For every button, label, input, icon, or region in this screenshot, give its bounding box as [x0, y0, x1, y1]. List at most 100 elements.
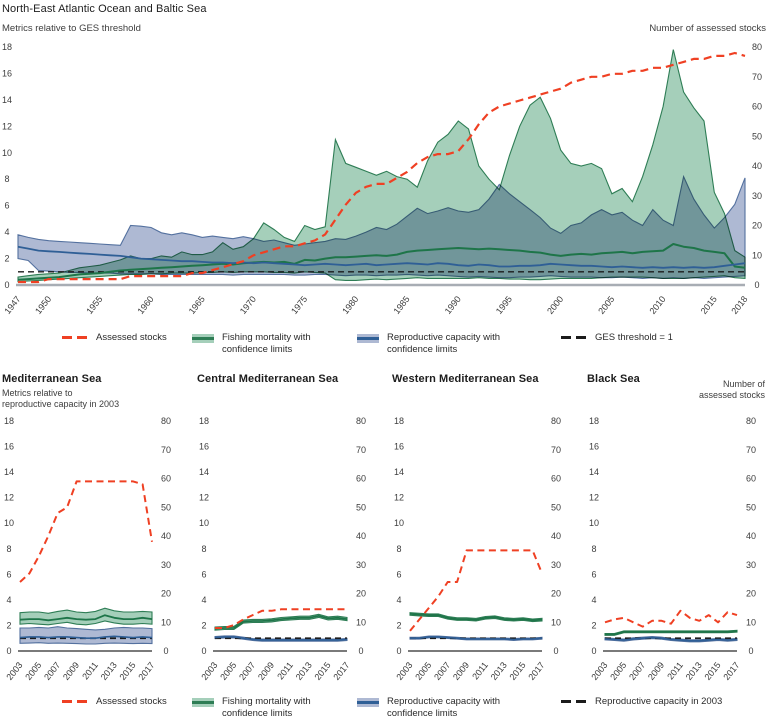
axis-tick-label: 80 — [551, 416, 561, 426]
axis-tick-label: 6 — [4, 201, 9, 211]
axis-tick-label: 1947 — [2, 294, 22, 316]
axis-tick-label: 4 — [396, 595, 401, 605]
axis-tick-label: 0 — [553, 646, 558, 656]
axis-tick-label: 8 — [591, 544, 596, 554]
assessed-stocks-line — [18, 51, 746, 284]
axis-tick-label: 2013 — [684, 660, 704, 682]
axis-tick-label: 1990 — [443, 294, 463, 316]
reproductive-capacity-line — [17, 245, 746, 269]
legend-label-assessed-stocks: Assessed stocks — [96, 332, 167, 343]
axis-tick-label: 0 — [748, 646, 753, 656]
axis-tick-label: 1965 — [187, 294, 207, 316]
axis-tick-label: 10 — [746, 617, 756, 627]
axis-tick-label: 18 — [589, 416, 599, 426]
legend-item-reproductive-capacity: Reproductive capacity with confidence li… — [357, 332, 500, 357]
axis-tick-label: 14 — [4, 467, 14, 477]
chart-title-central-mediterranean: Central Mediterranean Sea — [197, 373, 339, 385]
chart-title-mediterranean: Mediterranean Sea — [2, 373, 102, 385]
assessed-stocks-line — [604, 609, 738, 628]
axis-tick-label: 2003 — [394, 660, 414, 682]
reproductive-capacity-line — [19, 635, 153, 639]
axis-tick-label: 2017 — [526, 660, 546, 682]
axis-tick-label: 4 — [6, 595, 11, 605]
axis-tick-label: 2 — [396, 620, 401, 630]
chart-ne-atlantic: 0 2 4 6 8 10 12 14 16 18 0 10 20 30 40 50 60 70 80 1947 1950… — [2, 42, 762, 316]
axis-tick-label: 18 — [394, 416, 404, 426]
axis-tick-label: 8 — [6, 544, 11, 554]
axis-tick-label: 14 — [589, 467, 599, 477]
chart-title-black-sea: Black Sea — [587, 373, 640, 385]
axis-tick-label: 50 — [746, 502, 756, 512]
legend-item-fishing-mortality: Fishing mortality with confidence limits — [192, 332, 311, 357]
axis-tick-label: 30 — [161, 560, 171, 570]
axis-tick-label: 4 — [201, 595, 206, 605]
axis-tick-label: 60 — [161, 474, 171, 484]
axis-tick-label: 50 — [356, 502, 366, 512]
assessed-stocks-line — [19, 480, 153, 583]
chart-mediterranean: 0 2 4 6 8 10 12 14 16 18 0 10 20 30 40 50 60 70 80 20032005… — [4, 416, 171, 682]
axis-tick-label: 2007 — [627, 660, 647, 682]
legend-item-assessed-stocks-bottom: Assessed stocks — [62, 696, 167, 708]
axis-tick-label: 60 — [746, 474, 756, 484]
axis-tick-label: 2005 — [413, 660, 433, 682]
axis-tick-label: 2010 — [647, 294, 667, 316]
axis-tick-label: 20 — [356, 589, 366, 599]
axis-tick-label: 1975 — [289, 294, 309, 316]
axis-tick-label: 60 — [356, 474, 366, 484]
y-left-caption-top: Metrics relative to GES threshold — [2, 23, 141, 34]
fishing-mortality-line — [409, 613, 543, 622]
axis-tick-label: 30 — [746, 560, 756, 570]
axis-tick-label: 12 — [4, 493, 14, 503]
reproductive-capacity-line — [604, 636, 738, 642]
axis-tick-label: 2017 — [331, 660, 351, 682]
axis-tick-label: 0 — [4, 280, 9, 290]
axis-tick-label: 2013 — [489, 660, 509, 682]
assessed-stocks-line — [215, 608, 347, 629]
axis-tick-label: 1995 — [494, 294, 514, 316]
axis-tick-label: 16 — [2, 68, 12, 78]
axis-tick-label: 40 — [551, 531, 561, 541]
assessed-stocks-swatch-icon — [62, 336, 88, 339]
axis-tick-label: 30 — [551, 560, 561, 570]
reproductive-capacity-line — [410, 636, 543, 641]
axis-tick-label: 70 — [356, 445, 366, 455]
axis-tick-label: 2011 — [665, 660, 685, 681]
chart-title-western-mediterranean: Western Mediterranean Sea — [392, 373, 539, 385]
axis-tick-label: 40 — [752, 161, 762, 171]
axis-tick-label: 4 — [4, 227, 9, 237]
axis-tick-label: 2015 — [699, 294, 719, 316]
axis-tick-label: 18 — [199, 416, 209, 426]
axis-tick-label: 10 — [161, 617, 171, 627]
axis-tick-label: 2007 — [42, 660, 62, 682]
axis-tick-label: 2005 — [608, 660, 628, 682]
axis-tick-label: 2015 — [118, 660, 138, 682]
axis-tick-label: 2 — [6, 620, 11, 630]
axis-tick-label: 0 — [591, 646, 596, 656]
axis-tick-label: 4 — [591, 595, 596, 605]
axis-tick-label: 1980 — [340, 294, 360, 316]
axis-tick-label: 40 — [161, 531, 171, 541]
axis-tick-label: 12 — [589, 493, 599, 503]
axis-tick-label: 30 — [356, 560, 366, 570]
axis-tick-label: 2015 — [703, 660, 723, 682]
axis-tick-label: 6 — [591, 569, 596, 579]
axis-tick-label: 2013 — [99, 660, 119, 682]
axis-tick-label: 2003 — [589, 660, 609, 682]
axis-tick-label: 2009 — [256, 660, 276, 682]
axis-tick-label: 8 — [201, 544, 206, 554]
axis-tick-label: 14 — [394, 467, 404, 477]
axis-tick-label: 70 — [551, 445, 561, 455]
axis-tick-label: 12 — [2, 121, 12, 131]
fishing-mortality-line — [214, 614, 348, 630]
fishing-mortality-line — [19, 614, 153, 622]
axis-tick-label: 6 — [201, 569, 206, 579]
legend-item-assessed-stocks: Assessed stocks — [62, 332, 167, 344]
assessed-stocks-swatch-icon — [62, 700, 88, 703]
legend-item-ges-threshold: GES threshold = 1 — [561, 332, 673, 344]
reproductive-capacity-line — [214, 636, 348, 641]
axis-tick-label: 10 — [356, 617, 366, 627]
axis-tick-label: 10 — [2, 148, 12, 158]
axis-tick-label: 16 — [394, 442, 404, 452]
axis-tick-label: 2 — [591, 620, 596, 630]
axis-tick-label: 18 — [4, 416, 14, 426]
